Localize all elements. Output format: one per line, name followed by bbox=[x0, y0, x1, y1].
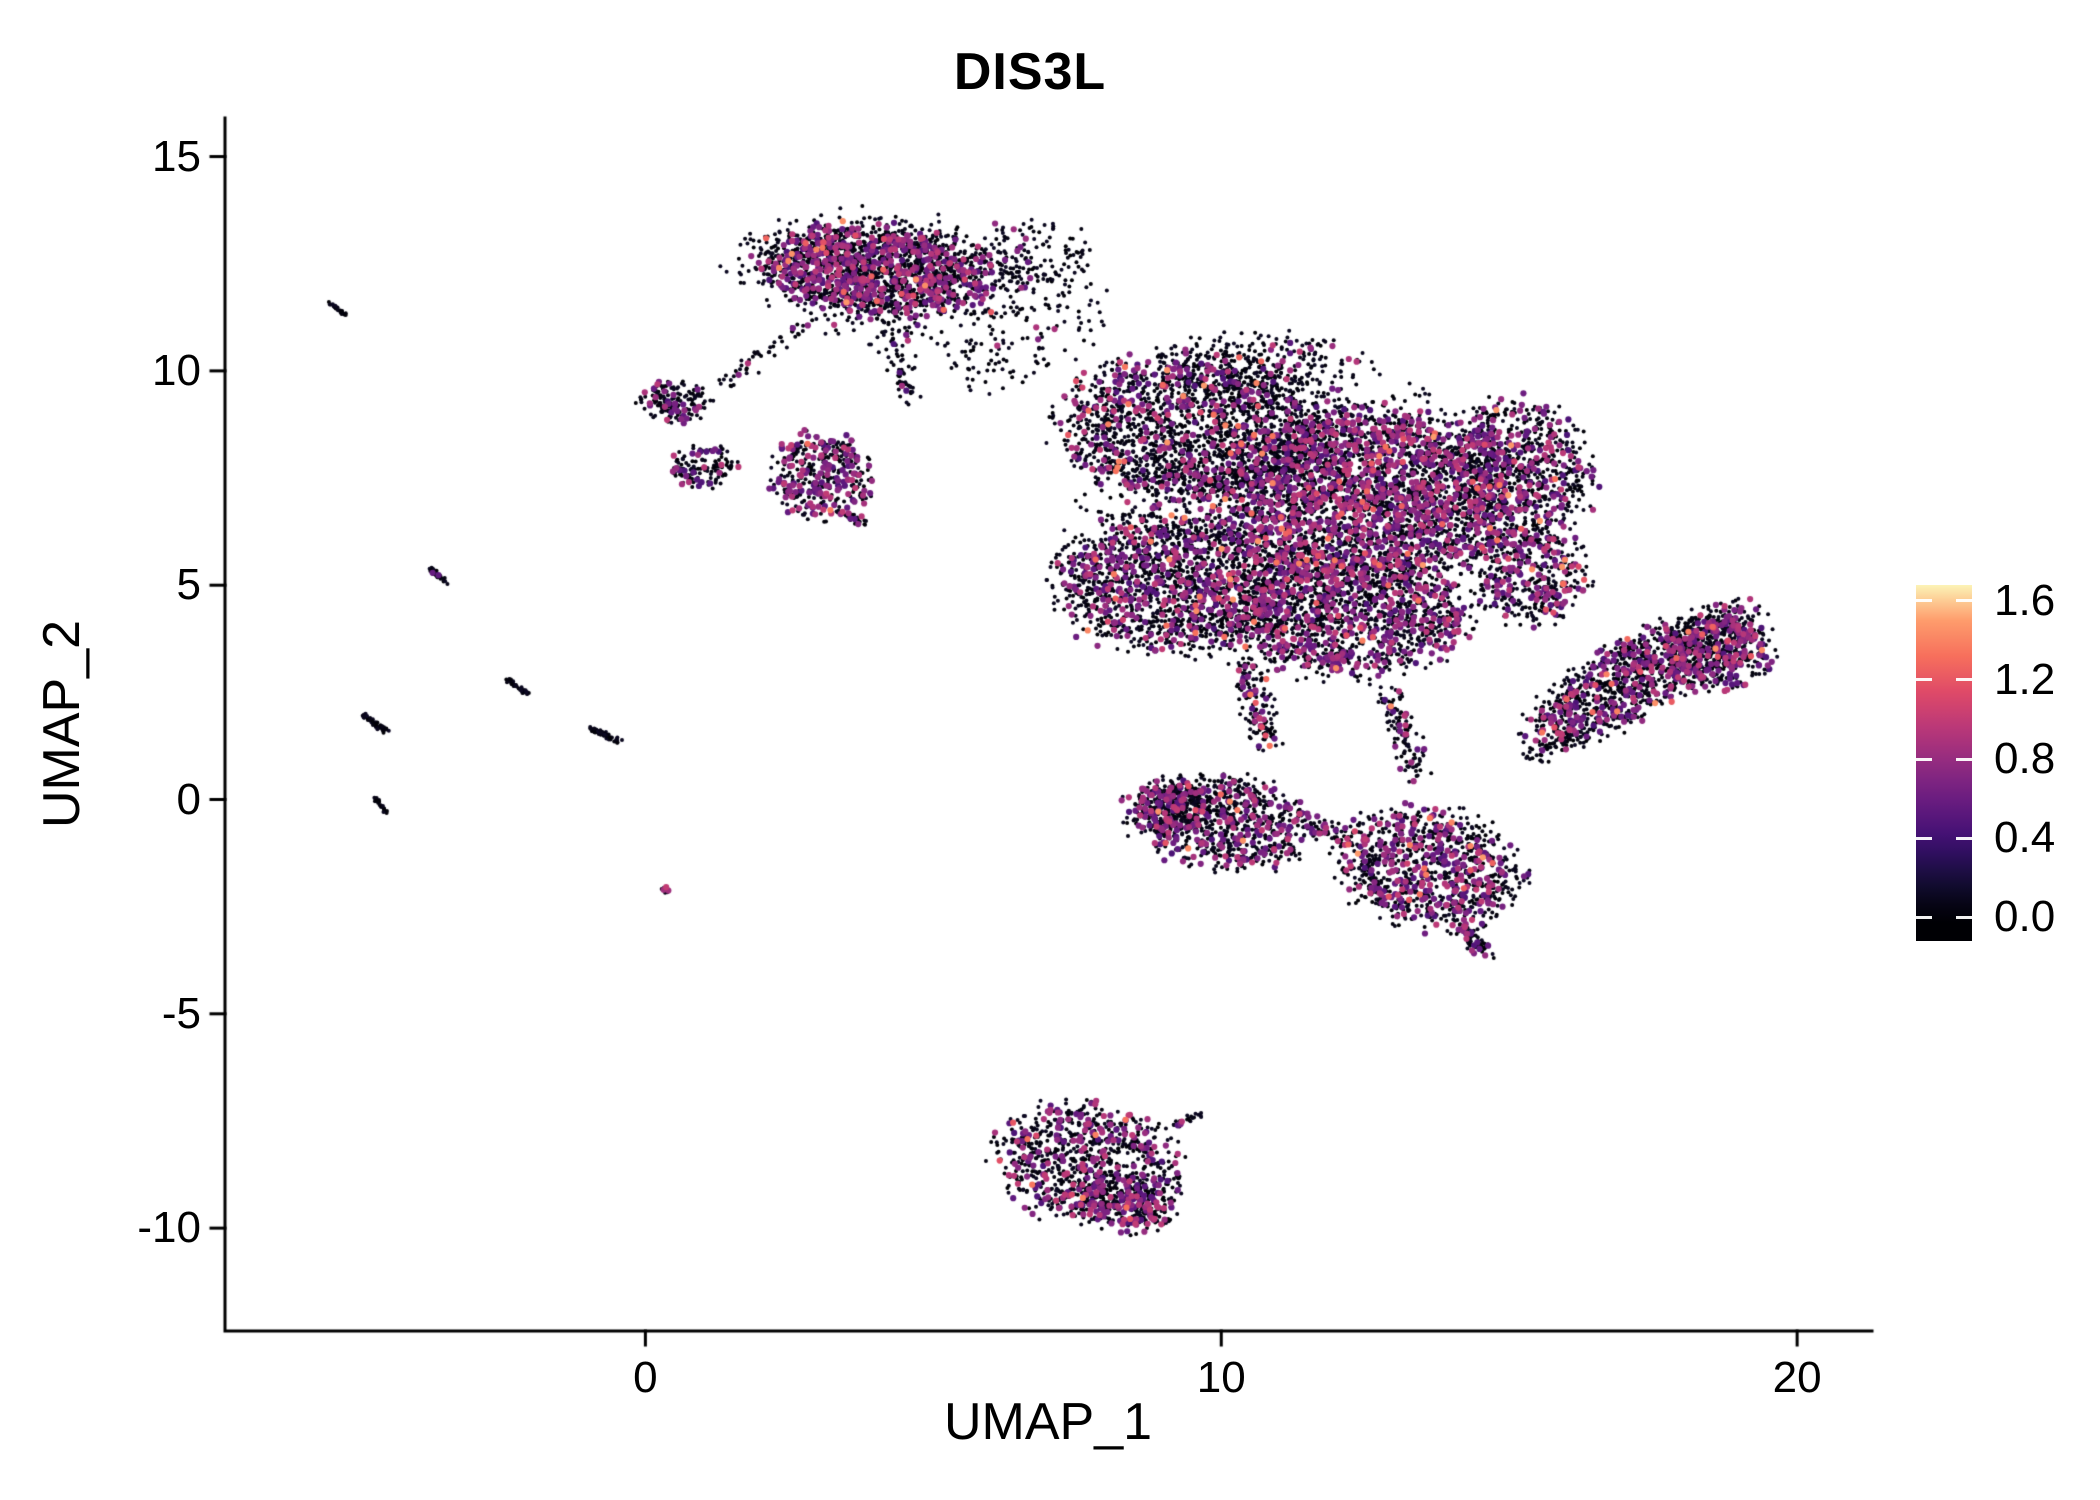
colorbar-tick-mark bbox=[1956, 599, 1972, 603]
colorbar-tick-mark bbox=[1956, 678, 1972, 682]
y-tick-label: -10 bbox=[137, 1203, 201, 1253]
x-tick-label: 0 bbox=[633, 1353, 658, 1402]
colorbar-tick-mark bbox=[1916, 678, 1932, 682]
colorbar-gradient bbox=[1916, 585, 1972, 941]
colorbar-tick-mark bbox=[1916, 757, 1932, 761]
x-axis-label: UMAP_1 bbox=[943, 1393, 1153, 1451]
colorbar-tick-mark bbox=[1956, 836, 1972, 840]
colorbar-tick-label: 0.8 bbox=[1994, 734, 2056, 784]
colorbar-tick-mark bbox=[1916, 836, 1932, 840]
y-tick-label: 0 bbox=[176, 774, 201, 824]
plot-title: DIS3L bbox=[953, 43, 1107, 101]
y-tick-label: -5 bbox=[161, 988, 201, 1038]
colorbar-tick-label: 1.2 bbox=[1994, 654, 2056, 704]
colorbar-tick-label: 1.6 bbox=[1994, 575, 2056, 625]
y-tick-label: 5 bbox=[176, 560, 201, 610]
colorbar bbox=[1916, 585, 1972, 941]
y-tick-label: 15 bbox=[152, 131, 201, 181]
colorbar-tick-label: 0.4 bbox=[1994, 813, 2056, 863]
colorbar-tick-mark bbox=[1916, 915, 1932, 919]
y-tick-label: 10 bbox=[152, 345, 201, 395]
x-tick-label: 10 bbox=[1196, 1353, 1246, 1402]
colorbar-tick-mark bbox=[1956, 757, 1972, 761]
colorbar-tick-mark bbox=[1956, 915, 1972, 919]
colorbar-tick-label: 0.0 bbox=[1994, 892, 2056, 942]
colorbar-tick-mark bbox=[1916, 599, 1932, 603]
x-tick-label: 20 bbox=[1772, 1353, 1822, 1402]
